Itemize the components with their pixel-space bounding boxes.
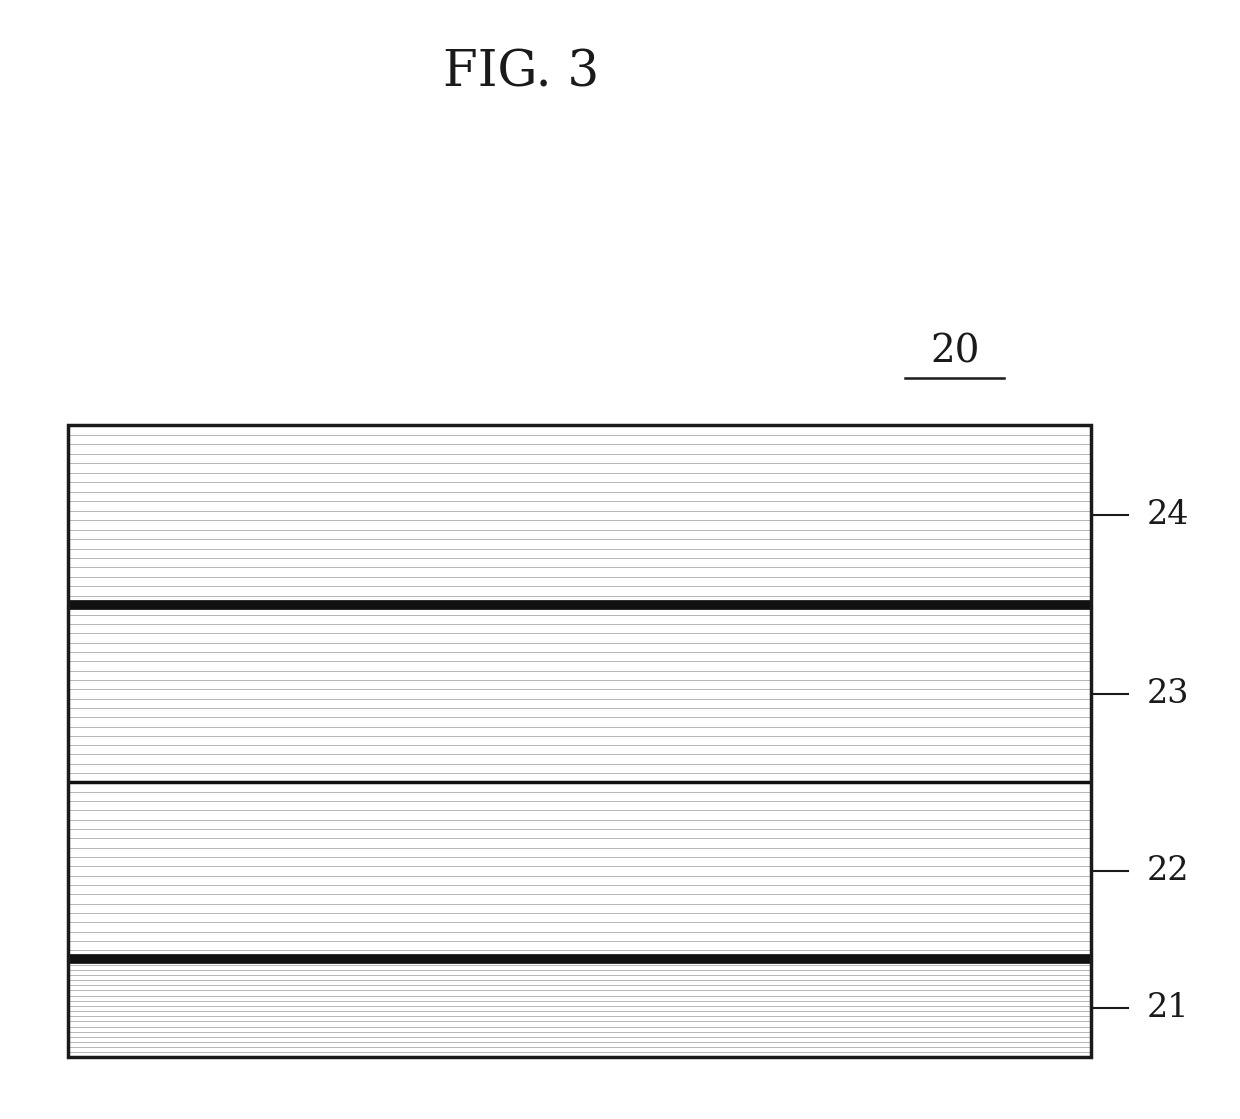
Text: 20: 20 [930,333,980,372]
Bar [68,605,1091,782]
Bar [68,782,1091,959]
Text: 24: 24 [1147,499,1189,532]
Bar [68,425,1091,1057]
Bar [68,425,1091,605]
Text: 22: 22 [1147,855,1189,887]
Bar [68,959,1091,1057]
Text: 21: 21 [1147,993,1189,1025]
Text: FIG. 3: FIG. 3 [443,48,599,97]
Text: 23: 23 [1147,678,1189,709]
